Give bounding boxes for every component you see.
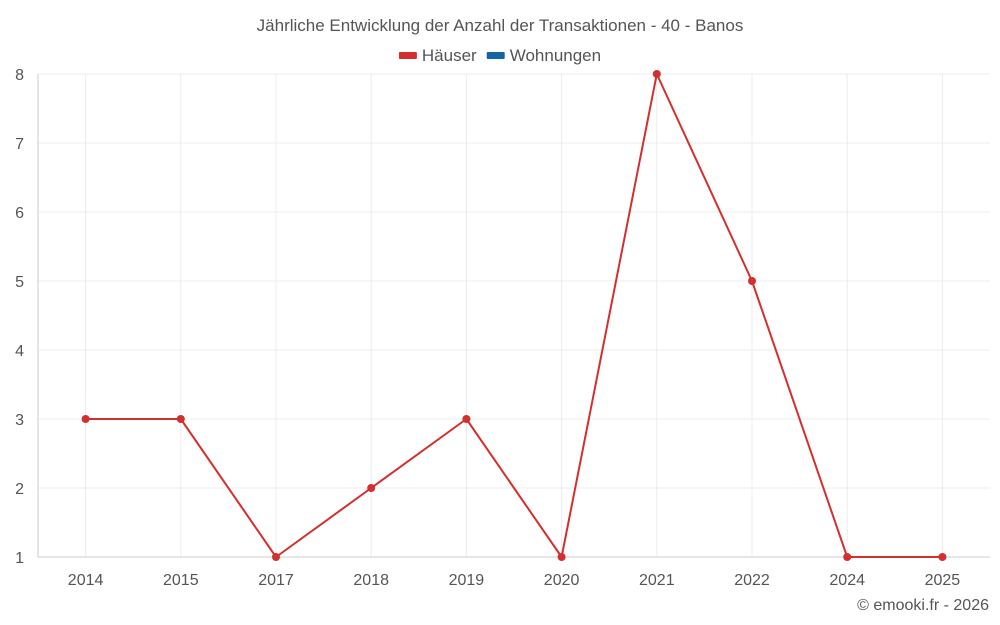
- data-point-2014: [81, 415, 90, 423]
- legend-item-1: Wohnungen: [486, 46, 601, 65]
- y-tick-label: 4: [15, 343, 24, 360]
- x-tick-label: 2025: [925, 572, 961, 589]
- legend-swatch: [398, 52, 417, 59]
- data-point-2021: [652, 70, 661, 78]
- data-point-2017: [272, 553, 280, 561]
- data-point-2024: [843, 553, 852, 561]
- y-tick-label: 1: [15, 550, 24, 567]
- series-line-0: [85, 73, 943, 558]
- gridlines: [37, 73, 990, 558]
- y-axis: 1 2 3 4 5 6 7 8: [15, 67, 24, 567]
- x-tick-label: 2024: [829, 572, 865, 589]
- x-axis: 2014 2015 2017 2018 2019 2020 2021 2022 2024 2025: [68, 572, 960, 589]
- y-tick-label: 3: [15, 412, 24, 429]
- legend-swatch: [486, 52, 505, 59]
- y-tick-label: 2: [15, 481, 24, 498]
- x-tick-label: 2020: [544, 572, 580, 589]
- y-tick-label: 6: [15, 205, 24, 222]
- x-tick-label: 2017: [258, 572, 294, 589]
- y-tick-label: 5: [15, 274, 24, 291]
- data-point-2020: [557, 553, 566, 561]
- series-layer: [81, 70, 947, 561]
- credit-text: © emooki.fr - 2026: [857, 597, 989, 614]
- legend-label: Wohnungen: [510, 46, 601, 65]
- x-tick-label: 2014: [68, 572, 104, 589]
- x-tick-label: 2019: [449, 572, 485, 589]
- y-tick-label: 7: [15, 136, 24, 153]
- legend: Häuser Wohnungen: [398, 46, 601, 65]
- x-tick-label: 2022: [734, 572, 770, 589]
- x-tick-label: 2015: [163, 572, 199, 589]
- y-tick-label: 8: [15, 67, 24, 84]
- x-tick-label: 2021: [639, 572, 675, 589]
- legend-item-0: Häuser: [398, 46, 477, 65]
- data-point-2025: [938, 553, 947, 561]
- data-point-2022: [748, 277, 756, 285]
- legend-label: Häuser: [422, 46, 477, 65]
- chart-title: Jährliche Entwicklung der Anzahl der Tra…: [257, 16, 744, 35]
- data-point-2018: [367, 484, 376, 492]
- data-point-2015: [176, 415, 185, 423]
- x-tick-label: 2018: [353, 572, 389, 589]
- data-point-2019: [462, 415, 471, 423]
